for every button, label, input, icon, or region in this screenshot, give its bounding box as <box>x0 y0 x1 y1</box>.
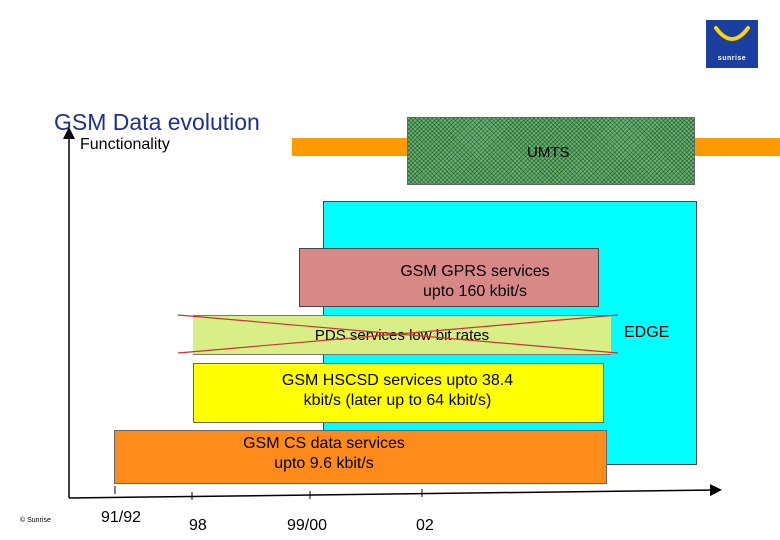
x-tick-label: 98 <box>189 517 207 534</box>
edge-label: EDGE <box>624 324 670 341</box>
gprs-label-line1: GSM GPRS services <box>400 263 550 280</box>
hscsd-label-line2: kbit/s (later up to 64 kbit/s) <box>303 392 492 409</box>
pds-label: PDS services low bit rates <box>314 327 490 344</box>
hscsd-block <box>193 363 604 423</box>
umts-block <box>407 117 695 185</box>
hscsd-label-line1: GSM HSCSD services upto 38.4 <box>281 372 514 389</box>
x-tick-label: 99/00 <box>287 517 328 534</box>
gprs-label: GSM GPRS services upto 160 kbit/s <box>299 262 651 302</box>
sun-arc-icon <box>714 26 750 41</box>
cs-block <box>114 430 607 484</box>
umts-label: UMTS <box>527 144 570 161</box>
cs-label-line2: upto 9.6 kbit/s <box>274 455 374 472</box>
y-axis-label: Functionality <box>80 136 170 153</box>
cs-label: GSM CS data services upto 9.6 kbit/s <box>114 434 534 474</box>
gprs-block <box>299 248 599 307</box>
gprs-label-line2: upto 160 kbit/s <box>422 283 528 300</box>
x-tick-label: 91/92 <box>101 509 142 526</box>
hscsd-label: GSM HSCSD services upto 38.4 kbit/s (lat… <box>193 371 602 411</box>
x-tick-label: 02 <box>416 517 434 534</box>
x-axis <box>68 484 722 499</box>
page-title: GSM Data evolution <box>54 109 260 135</box>
logo-text: sunrise <box>717 55 747 62</box>
copyright-text: © Sunrise <box>20 517 51 524</box>
cs-label-line1: GSM CS data services <box>243 435 405 452</box>
sunrise-logo: sunrise <box>706 20 758 68</box>
pds-strikethrough-cross <box>178 314 618 354</box>
